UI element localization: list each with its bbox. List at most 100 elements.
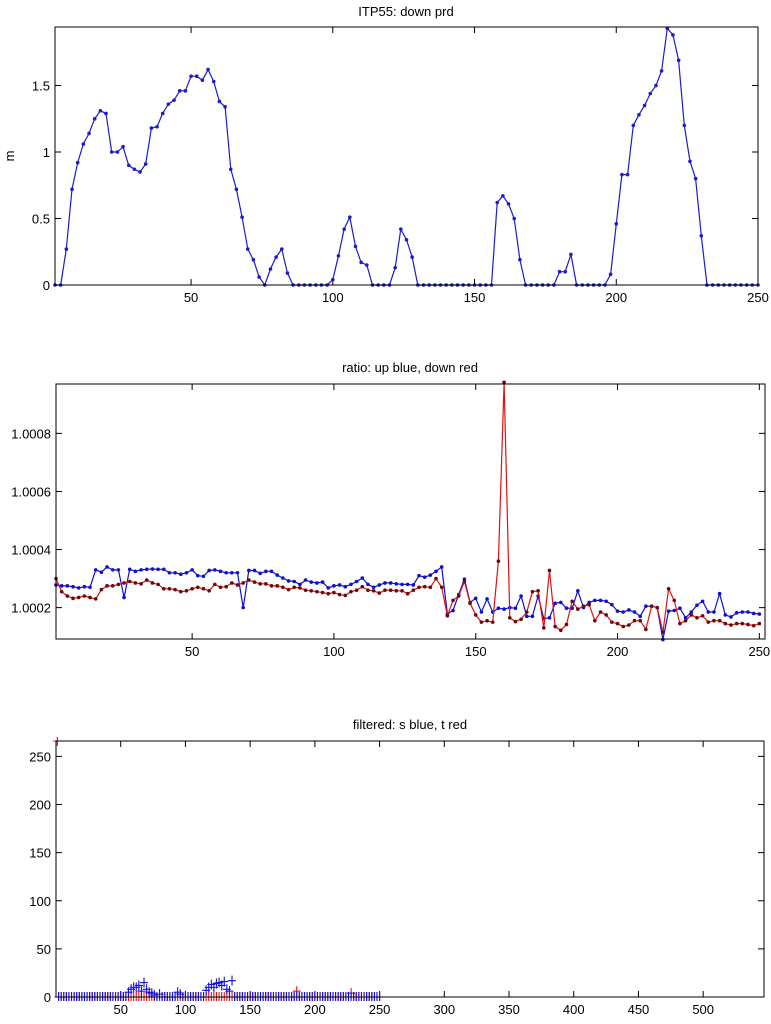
chart-3-title: filtered: s blue, t red: [353, 717, 467, 732]
data-point: [576, 607, 580, 611]
data-point: [473, 596, 478, 601]
x-tick-label: 150: [239, 1002, 261, 1017]
x-tick-label: 200: [605, 290, 627, 305]
data-point: [512, 216, 517, 221]
data-point: [161, 586, 166, 591]
data-point: [564, 606, 569, 611]
data-point: [689, 610, 694, 614]
data-point: [116, 582, 121, 587]
data-point: [712, 618, 716, 623]
axes-box: [55, 383, 766, 640]
data-point: [734, 611, 739, 615]
y-tick-label: 50: [37, 942, 51, 957]
data-point: [371, 585, 376, 590]
data-point: [315, 581, 319, 585]
data-point: [717, 591, 722, 596]
data-point: [501, 194, 505, 198]
data-point: [693, 176, 698, 181]
data-point: [740, 610, 745, 614]
data-point: [683, 615, 688, 620]
data-point: [695, 615, 699, 620]
data-point: [530, 614, 535, 619]
data-point: [388, 588, 393, 593]
data-point: [105, 565, 109, 569]
data-point: [593, 618, 597, 623]
data-point: [734, 621, 739, 626]
data-point: [320, 580, 325, 584]
data-point: [133, 569, 138, 574]
data-point: [298, 586, 302, 590]
data-point: [439, 585, 444, 590]
data-point: [99, 570, 104, 575]
y-tick-label: 250: [29, 749, 51, 764]
data-point: [672, 598, 677, 603]
data-point: [627, 608, 631, 612]
data-point: [348, 215, 352, 219]
x-tick-label: 250: [747, 290, 769, 305]
data-point: [417, 573, 421, 578]
data-point: [366, 588, 370, 593]
y-tick-label: 1.0004: [11, 543, 51, 558]
data-point: [649, 604, 654, 608]
data-point: [506, 202, 511, 206]
data-point: [490, 620, 495, 624]
data-point: [723, 621, 728, 626]
data-point: [201, 574, 206, 579]
data-point: [648, 91, 653, 96]
data-point: [200, 78, 205, 82]
data-point: [241, 581, 245, 585]
data-point: [751, 623, 756, 628]
data-point: [71, 584, 75, 589]
data-point: [383, 581, 387, 585]
data-point: [87, 131, 91, 136]
data-point: [64, 247, 69, 251]
data-point: [218, 569, 223, 574]
axes-box: [54, 26, 759, 286]
data-point: [631, 123, 636, 128]
data-point: [241, 605, 245, 610]
data-point: [422, 584, 427, 589]
data-point-plus: [137, 986, 146, 997]
x-tick-label: 50: [113, 1002, 127, 1017]
data-point: [252, 580, 257, 584]
data-point: [638, 614, 643, 619]
data-point: [252, 568, 257, 573]
chart-2-axes: 50 100 150 200 250 1.0002 1.0004 1.0006 1.0008: [11, 380, 770, 659]
data-point: [507, 615, 512, 620]
data-point: [569, 252, 573, 257]
x-tick-label: 400: [563, 1002, 585, 1017]
data-point: [149, 126, 154, 130]
data-point: [330, 277, 335, 282]
x-tick-label: 100: [322, 290, 344, 305]
data-point: [615, 621, 620, 626]
data-point: [122, 581, 126, 585]
data-point: [371, 588, 376, 593]
data-point: [661, 630, 665, 635]
data-point: [207, 588, 211, 593]
y-tick-label: 200: [29, 798, 51, 813]
data-point: [524, 614, 529, 619]
data-point: [377, 583, 382, 587]
data-point: [557, 269, 562, 274]
data-point: [688, 159, 692, 164]
data-point: [553, 601, 557, 606]
data-point: [587, 602, 591, 607]
data-point: [678, 606, 682, 611]
data-point: [332, 584, 336, 588]
data-point: [593, 598, 597, 603]
data-point: [524, 610, 529, 614]
x-tick-label: 450: [628, 1002, 650, 1017]
data-point: [502, 380, 506, 385]
x-tick-label: 150: [464, 290, 486, 305]
data-point: [706, 620, 711, 624]
data-point: [337, 592, 342, 597]
data-point: [495, 200, 500, 205]
data-point: [462, 579, 467, 584]
data-point: [139, 582, 143, 586]
data-point: [642, 103, 647, 108]
data-point: [251, 257, 256, 262]
data-point: [559, 600, 563, 605]
data-point: [746, 610, 750, 614]
